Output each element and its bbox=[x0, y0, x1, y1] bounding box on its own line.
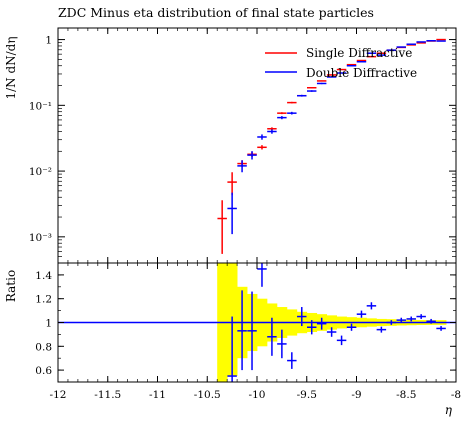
legend: Single Diffractive Double Diffractive bbox=[265, 46, 417, 80]
data-point bbox=[247, 151, 257, 160]
ratio-y-tick-label: 0.6 bbox=[35, 365, 52, 377]
ratio-y-tick-label: 1 bbox=[45, 318, 52, 330]
ratio-point bbox=[306, 320, 317, 335]
data-point bbox=[346, 63, 357, 66]
ratio-point bbox=[326, 327, 337, 337]
data-point bbox=[227, 192, 237, 235]
ratio-point bbox=[237, 290, 247, 371]
data-point bbox=[257, 145, 267, 150]
data-point bbox=[336, 68, 347, 71]
ratio-x-tick-label: -12 bbox=[50, 389, 67, 401]
ratio-point bbox=[267, 317, 277, 356]
ratio-x-tick-label: -10 bbox=[249, 389, 266, 401]
data-point bbox=[277, 112, 287, 115]
ratio-panel: -12 -11.5 -11 -10.5 -10 -9.5 -9 -8.5 -8 0.6 0.8 1 1… bbox=[35, 262, 461, 401]
data-point bbox=[237, 160, 247, 173]
ratio-point bbox=[396, 317, 407, 323]
main-y-tick-label: 1 bbox=[45, 35, 52, 47]
ratio-point bbox=[227, 316, 237, 382]
data-point bbox=[287, 101, 297, 104]
data-point bbox=[326, 76, 337, 78]
data-point bbox=[336, 72, 347, 74]
ratio-point bbox=[406, 316, 416, 322]
ratio-y-tick-label: 1.2 bbox=[35, 294, 52, 306]
data-point bbox=[257, 134, 267, 140]
legend-label-single: Single Diffractive bbox=[306, 46, 412, 60]
ratio-x-tick-label: -8.5 bbox=[396, 389, 416, 401]
data-point bbox=[297, 94, 307, 97]
ratio-point bbox=[316, 317, 327, 330]
legend-label-double: Double Diffractive bbox=[306, 66, 417, 80]
data-point bbox=[227, 172, 237, 196]
ratio-point bbox=[346, 323, 357, 331]
ratio-point bbox=[376, 326, 387, 333]
ratio-y-tick-label: 0.8 bbox=[35, 341, 52, 353]
ratio-series-double-diffractive bbox=[227, 263, 446, 382]
ratio-plot-frame bbox=[57, 262, 457, 383]
ratio-x-ticks: -12 -11.5 -11 -10.5 -10 -9.5 -9 -8.5 -8 bbox=[50, 263, 461, 401]
main-y-axis-label: 1/N dN/dη bbox=[4, 36, 18, 99]
main-y-tick-label: 10⁻¹ bbox=[29, 100, 52, 112]
main-x-ticks bbox=[57, 28, 457, 263]
ratio-point bbox=[356, 310, 367, 318]
ratio-point bbox=[287, 352, 297, 369]
ratio-y-ticks: 0.6 0.8 1 1.2 1.4 bbox=[35, 262, 456, 383]
ratio-point bbox=[386, 320, 397, 325]
data-point bbox=[267, 129, 277, 134]
ratio-point bbox=[436, 326, 446, 331]
data-point bbox=[346, 64, 357, 67]
main-y-tick-label: 10⁻³ bbox=[29, 232, 52, 244]
ratio-x-tick-label: -8 bbox=[451, 389, 461, 401]
data-point bbox=[326, 74, 337, 76]
data-point bbox=[306, 87, 317, 89]
ratio-point bbox=[426, 318, 436, 324]
ratio-point bbox=[416, 314, 426, 319]
main-series bbox=[217, 38, 446, 254]
chart-title: ZDC Minus eta distribution of final stat… bbox=[58, 5, 374, 20]
ratio-series bbox=[227, 263, 446, 382]
x-axis-label: η bbox=[445, 403, 453, 417]
data-point bbox=[217, 200, 227, 254]
ratio-y-tick-label: 1.4 bbox=[35, 270, 52, 282]
series-double-diffractive bbox=[227, 39, 446, 235]
data-point bbox=[316, 80, 327, 82]
main-y-ticks: 10⁻³ 10⁻² 10⁻¹ 1 bbox=[29, 35, 456, 264]
data-point bbox=[287, 111, 297, 115]
ratio-point bbox=[366, 302, 377, 310]
ratio-x-tick-label: -9.5 bbox=[297, 389, 317, 401]
data-point bbox=[356, 61, 367, 63]
data-point bbox=[277, 116, 287, 120]
ratio-point bbox=[257, 263, 267, 287]
data-point bbox=[306, 90, 317, 92]
ratio-point bbox=[277, 329, 287, 359]
ratio-point bbox=[297, 307, 307, 327]
main-panel: 10⁻³ 10⁻² 10⁻¹ 1 bbox=[29, 27, 457, 264]
ratio-x-tick-label: -11.5 bbox=[94, 389, 121, 401]
main-plot-frame bbox=[57, 27, 457, 264]
ratio-x-tick-label: -11 bbox=[149, 389, 166, 401]
ratio-point bbox=[336, 335, 347, 346]
data-point bbox=[316, 82, 327, 85]
ratio-x-tick-label: -10.5 bbox=[194, 389, 221, 401]
main-y-tick-label: 10⁻² bbox=[29, 166, 52, 178]
ratio-point bbox=[247, 291, 257, 371]
ratio-y-axis-label: Ratio bbox=[4, 270, 18, 302]
ratio-x-tick-label: -9 bbox=[351, 389, 361, 401]
